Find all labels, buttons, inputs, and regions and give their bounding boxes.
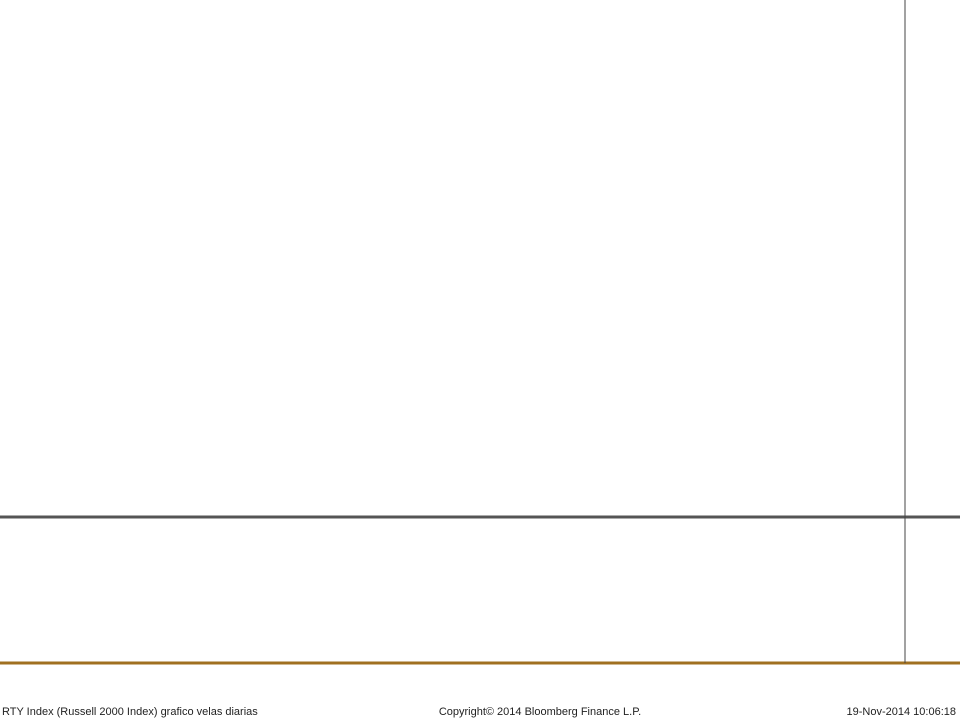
footer-left: RTY Index (Russell 2000 Index) grafico v…: [2, 706, 258, 718]
footer-right: 19-Nov-2014 10:06:18: [847, 706, 956, 718]
footer-center: Copyright© 2014 Bloomberg Finance L.P.: [439, 706, 641, 718]
